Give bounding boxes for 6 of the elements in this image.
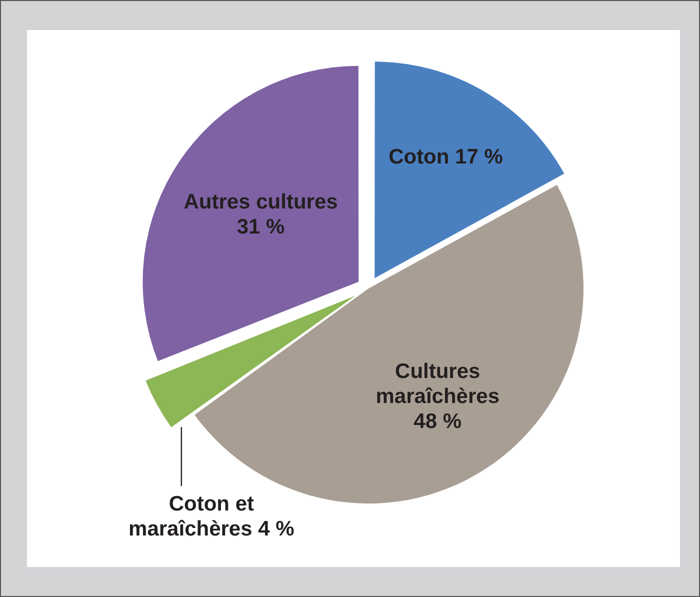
slice-label: Cultures maraîchères xyxy=(376,360,500,408)
slice-label: Coton et maraîchères 4 % xyxy=(128,492,295,540)
data-label: 48 % xyxy=(414,410,462,434)
data-label: 31 % xyxy=(236,216,286,239)
slice-label: Coton 17 % xyxy=(388,146,504,169)
slice-label: Autres cultures xyxy=(184,190,338,214)
